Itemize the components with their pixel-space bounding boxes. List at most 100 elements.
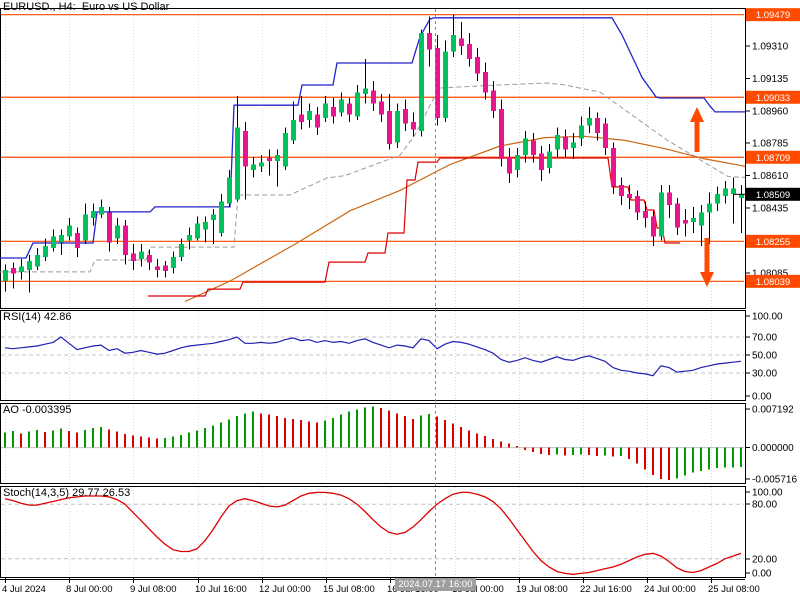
- bear-candle: [131, 253, 136, 261]
- ao-bar-down: [660, 447, 662, 479]
- ao-bar-up: [204, 428, 206, 448]
- level-price-badge-label: 1.08255: [756, 237, 790, 248]
- bear-candle: [315, 114, 320, 128]
- ao-bar-up: [180, 435, 182, 448]
- axis-tick-label: 1.08610: [752, 171, 789, 182]
- ao-bar-up: [348, 411, 350, 448]
- ao-bar-down: [44, 432, 46, 448]
- bear-candle: [563, 136, 568, 150]
- ao-bar-up: [196, 430, 198, 448]
- ao-bar-down: [108, 429, 110, 448]
- time-tick-label: 15 Jul 08:00: [323, 584, 375, 595]
- ao-bar-up: [620, 447, 622, 457]
- ao-bar-up: [220, 422, 222, 448]
- ao-bar-up: [732, 447, 734, 468]
- ao-bar-down: [484, 436, 486, 448]
- bull-candle: [275, 155, 280, 161]
- bull-candle: [171, 257, 176, 269]
- ao-bar-down: [140, 436, 142, 448]
- ao-bar-up: [700, 447, 702, 471]
- ao-bar-up: [740, 447, 742, 467]
- ao-histogram: [4, 406, 742, 481]
- axis-tick-label: 30.00: [752, 369, 777, 380]
- current-price-badge: [746, 187, 800, 201]
- ao-bar-down: [668, 447, 670, 481]
- ao-bar-up: [676, 447, 678, 479]
- axis-tick-label: 0.007192: [752, 405, 794, 416]
- ao-bar-down: [468, 430, 470, 448]
- bear-candle: [371, 90, 376, 104]
- bear-candle: [299, 114, 304, 122]
- ao-bar-down: [612, 447, 614, 457]
- bull-candle: [211, 214, 216, 221]
- bull-candle: [83, 214, 88, 241]
- ao-bar-down: [444, 420, 446, 448]
- bear-candle: [683, 220, 688, 224]
- bear-candle: [163, 265, 168, 271]
- ao-bar-up: [572, 447, 574, 455]
- sell-signal-arrow-icon: [700, 238, 714, 287]
- ao-bar-down: [404, 416, 406, 448]
- bull-candle: [43, 245, 48, 258]
- bear-candle: [75, 233, 80, 248]
- bear-candle: [427, 33, 432, 50]
- ao-bar-down: [268, 414, 270, 448]
- bull-candle: [547, 151, 552, 169]
- bull-candle: [451, 34, 456, 52]
- ao-bar-down: [652, 447, 654, 475]
- ao-bar-down: [516, 445, 518, 448]
- bull-candle: [19, 266, 24, 272]
- ao-bar-down: [452, 423, 454, 448]
- ao-bar-down: [124, 433, 126, 448]
- bear-candle: [267, 158, 272, 161]
- ao-bar-down: [412, 419, 414, 448]
- ao-indicator-label: AO -0.003395: [3, 404, 72, 416]
- ao-bar-down: [500, 441, 502, 448]
- bear-candle: [243, 131, 248, 167]
- bull-candle: [27, 260, 32, 271]
- bull-candle: [59, 234, 64, 243]
- bear-candle: [667, 192, 672, 206]
- ao-bar-up: [12, 431, 14, 448]
- bear-candle: [595, 118, 600, 133]
- bull-candle: [139, 251, 144, 259]
- ao-bar-up: [356, 409, 358, 448]
- bull-candle: [419, 33, 424, 132]
- bear-candle: [635, 195, 640, 213]
- ao-bar-down: [588, 447, 590, 455]
- bear-candle: [411, 121, 416, 130]
- bull-candle: [587, 118, 592, 126]
- bear-candle: [475, 57, 480, 74]
- axis-tick-label: 70.00: [752, 333, 777, 344]
- ao-bar-up: [28, 431, 30, 448]
- ao-bar-up: [716, 447, 718, 469]
- ao-bar-up: [92, 428, 94, 448]
- ao-bar-up: [420, 415, 422, 448]
- rsi-line: [4, 336, 742, 377]
- bear-candle: [651, 216, 656, 237]
- bear-candle: [435, 47, 440, 119]
- bull-candle: [523, 138, 528, 156]
- bear-candle: [403, 108, 408, 124]
- ao-bar-up: [724, 447, 726, 468]
- stoch-panel-area[interactable]: [0, 486, 746, 578]
- ao-bar-up: [252, 411, 254, 448]
- level-price-badge-label: 1.09033: [756, 93, 790, 104]
- ao-bar-up: [372, 406, 374, 448]
- time-tick-label: 9 Jul 08:00: [130, 584, 176, 595]
- time-tick-label: 19 Jul 08:00: [516, 584, 568, 595]
- time-tick-label: 8 Jul 00:00: [66, 584, 112, 595]
- axis-tick-label: 1.08435: [752, 204, 789, 215]
- bear-candle: [347, 103, 352, 115]
- bull-candle: [179, 244, 184, 258]
- ao-bar-down: [76, 432, 78, 448]
- bull-candle: [235, 127, 240, 200]
- ao-bar-down: [20, 433, 22, 448]
- bear-candle: [507, 157, 512, 174]
- bull-candle: [363, 88, 368, 95]
- price-panel-area[interactable]: [0, 8, 746, 309]
- stoch-line: [4, 491, 742, 575]
- bull-candle: [203, 221, 208, 230]
- bull-candle: [251, 164, 256, 171]
- bear-candle: [467, 44, 472, 59]
